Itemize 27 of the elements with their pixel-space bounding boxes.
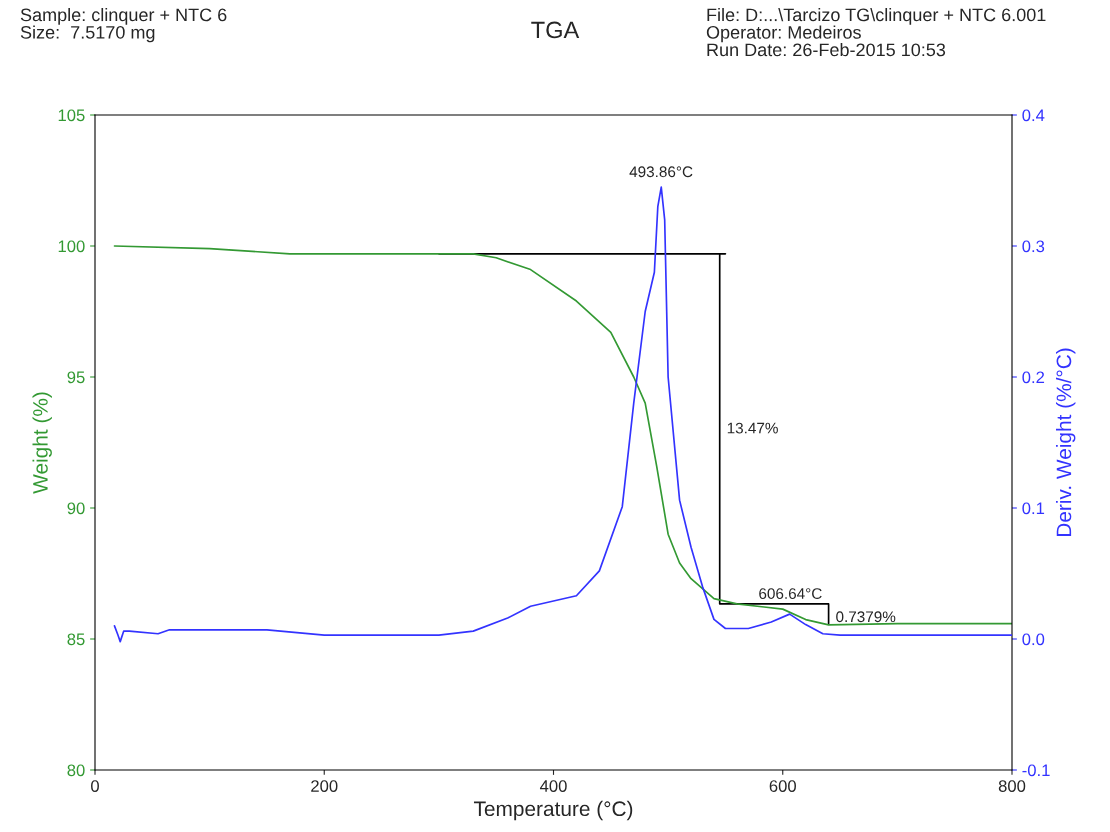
x-tick-label: 600 — [769, 780, 796, 792]
y2-tick-label: 0.4 — [1022, 109, 1045, 122]
x-tick-label: 800 — [998, 780, 1026, 792]
x-tick-label: 400 — [539, 780, 567, 792]
x-tick-label: 0 — [91, 780, 99, 792]
text: File: D:...\Tarcizo TG\clinquer + NTC 6.001 Operator: Medeiros Run Date: 26-Feb-2015 10:53 — [706, 8, 1046, 57]
chart-title: TGA — [531, 21, 580, 39]
y-tick-label: 100 — [58, 240, 85, 253]
y-axis-title: Weight (%) — [32, 392, 52, 494]
annotation: 493.86°C — [629, 166, 693, 178]
x-axis-title: Temperature (°C) — [473, 800, 633, 821]
y-tick-label: 105 — [58, 109, 85, 122]
y-tick-label: 80 — [67, 764, 85, 777]
y-tick-label: 95 — [67, 371, 85, 384]
annotation: 606.64°C — [759, 588, 822, 599]
x-tick-label: 200 — [311, 780, 338, 792]
annotation: 13.47% — [727, 422, 778, 434]
text: Sample: clinquer + NTC 6 Size: 7.5170 mg — [20, 8, 227, 43]
y2-tick-label: -0.1 — [1022, 764, 1050, 777]
y2-tick-label: 0.0 — [1022, 633, 1045, 646]
y2-tick-label: 0.2 — [1022, 371, 1045, 384]
y2-tick-label: 0.1 — [1022, 502, 1045, 515]
annotation: 0.7379% — [836, 611, 896, 623]
y2-tick-label: 0.3 — [1022, 240, 1045, 253]
y-tick-label: 85 — [67, 633, 85, 646]
y-tick-label: 90 — [67, 502, 85, 515]
y2-axis-title: Deriv. Weight (%/°C) — [1055, 348, 1076, 537]
